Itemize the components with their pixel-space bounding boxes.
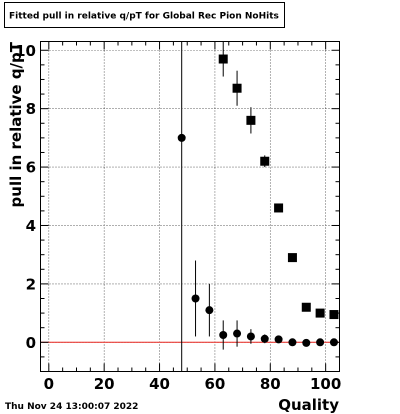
square-marker [232, 83, 242, 93]
x-tick-label: 20 [94, 375, 115, 393]
circle-marker [316, 338, 325, 347]
circle-marker [246, 332, 255, 341]
x-axis-title: Quality [278, 396, 339, 414]
circle-marker [177, 133, 186, 142]
y-axis-title: pull in relative q/pT [7, 41, 25, 207]
y-tick-label: 6 [26, 159, 36, 177]
circle-marker [274, 335, 283, 344]
square-marker [315, 308, 325, 318]
circle-marker [205, 306, 214, 315]
square-marker [274, 203, 284, 213]
circle-marker [260, 334, 269, 343]
data-marks [177, 41, 339, 350]
x-tick-label: 40 [149, 375, 170, 393]
circle-marker [219, 330, 228, 339]
x-tick-label: 80 [260, 375, 281, 393]
x-tick-label: 0 [44, 375, 54, 393]
plot-area [40, 41, 340, 372]
circle-marker [288, 338, 297, 347]
square-marker [246, 115, 256, 125]
chart-title: Fitted pull in relative q/pT for Global … [9, 12, 279, 22]
timestamp: Thu Nov 24 13:00:07 2022 [5, 402, 138, 412]
y-tick-label: 0 [26, 334, 36, 352]
x-tick-label: 60 [204, 375, 225, 393]
y-tick-label: 2 [26, 275, 36, 293]
y-tick-label: 4 [26, 217, 36, 235]
circle-marker [302, 338, 311, 347]
x-tick-label: 100 [310, 375, 341, 393]
circle-marker [191, 294, 200, 303]
square-marker [218, 54, 228, 64]
y-tick-label: 10 [15, 42, 36, 60]
axes: 0 20 40 60 80 100 0 2 4 6 8 10 [15, 41, 341, 393]
circle-marker [233, 329, 242, 338]
title-box [4, 2, 285, 28]
plot-frame [40, 41, 340, 372]
square-marker [287, 253, 297, 263]
y-tick-label: 8 [26, 100, 36, 118]
square-marker [329, 310, 339, 320]
square-marker [260, 156, 270, 166]
square-marker [301, 302, 311, 312]
